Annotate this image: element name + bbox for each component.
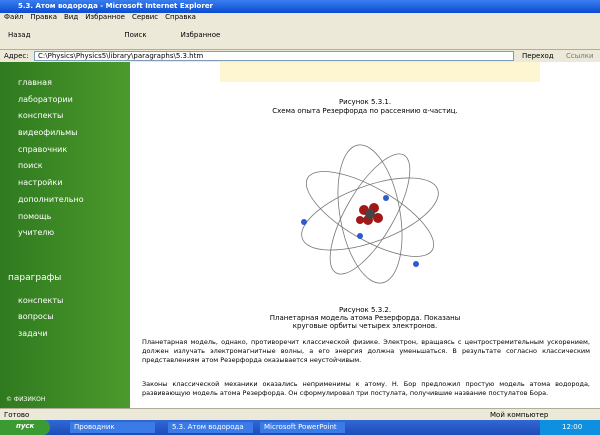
title-bar: 5.3. Атом водорода - Microsoft Internet … xyxy=(0,0,600,13)
paragraph: Планетарная модель, однако, противоречит… xyxy=(142,338,590,365)
start-button[interactable]: пуск xyxy=(0,420,50,435)
sub-link[interactable]: задачи xyxy=(0,329,130,346)
figure-caption: Рисунок 5.3.1. xyxy=(130,98,600,106)
task-button[interactable]: 5.3. Атом водорода xyxy=(168,422,253,433)
figure-caption: Рисунок 5.3.2. xyxy=(130,306,600,314)
menu-item[interactable]: Сервис xyxy=(132,13,158,21)
taskbar: пуск Проводник 5.3. Атом водорода Micros… xyxy=(0,420,600,435)
figure-text: Схема опыта Резерфорда по рассеянию α-ча… xyxy=(130,107,600,115)
menu-item[interactable]: Правка xyxy=(30,13,57,21)
atom-diagram xyxy=(290,134,450,294)
nav-link[interactable]: помощь xyxy=(0,212,130,229)
menu-item[interactable]: Избранное xyxy=(85,13,125,21)
figure-text: круговые орбиты четырех электронов. xyxy=(130,322,600,330)
search-button[interactable]: Поиск xyxy=(124,31,146,39)
sidebar: главная лаборатории конспекты видеофильм… xyxy=(0,62,130,408)
sidebar-spacer xyxy=(0,245,130,273)
address-field[interactable]: C:\Physics\Physics5\library\paragraphs\5… xyxy=(34,51,514,61)
nav-link[interactable]: дополнительно xyxy=(0,195,130,212)
links[interactable]: Ссылки xyxy=(566,52,594,60)
task-button[interactable]: Проводник xyxy=(70,422,155,433)
menu-item[interactable]: Файл xyxy=(4,13,23,21)
menu-bar: Файл Правка Вид Избранное Сервис Справка xyxy=(0,13,600,22)
task-button[interactable]: Microsoft PowerPoint xyxy=(260,422,345,433)
nav-link[interactable]: настройки xyxy=(0,178,130,195)
status-zone: Мой компьютер xyxy=(490,411,548,419)
address-label: Адрес: xyxy=(4,52,29,60)
nav-link[interactable]: главная xyxy=(0,78,130,95)
sub-link[interactable]: вопросы xyxy=(0,312,130,329)
window-title: 5.3. Атом водорода - Microsoft Internet … xyxy=(18,2,213,10)
figure-top xyxy=(220,62,540,82)
menu-item[interactable]: Справка xyxy=(165,13,196,21)
menu-item[interactable]: Вид xyxy=(64,13,78,21)
figure-text: Планетарная модель атома Резерфорда. Пок… xyxy=(130,314,600,322)
nav-link[interactable]: лаборатории xyxy=(0,95,130,112)
go-button[interactable]: Переход xyxy=(522,52,554,60)
clock: 12:00 xyxy=(540,420,600,435)
status-text: Готово xyxy=(4,411,29,419)
screen: 5.3. Атом водорода - Microsoft Internet … xyxy=(0,0,600,435)
back-button[interactable]: Назад xyxy=(8,31,30,39)
status-bar: Готово Мой компьютер xyxy=(0,408,600,420)
toolbar: Назад Поиск Избранное xyxy=(0,22,600,50)
sidebar-spacer xyxy=(0,62,130,78)
favorites-button[interactable]: Избранное xyxy=(181,31,221,39)
nav-link[interactable]: поиск xyxy=(0,161,130,178)
sub-link[interactable]: конспекты xyxy=(0,296,130,313)
nav-link[interactable]: справочник xyxy=(0,145,130,162)
nav-link[interactable]: видеофильмы xyxy=(0,128,130,145)
nav-link[interactable]: учителю xyxy=(0,228,130,245)
content: Рисунок 5.3.1. Схема опыта Резерфорда по… xyxy=(130,62,600,408)
nav-link[interactable]: конспекты xyxy=(0,111,130,128)
section-link[interactable]: параграфы xyxy=(0,273,130,290)
paragraph: Законы классической механики оказались н… xyxy=(142,380,590,398)
